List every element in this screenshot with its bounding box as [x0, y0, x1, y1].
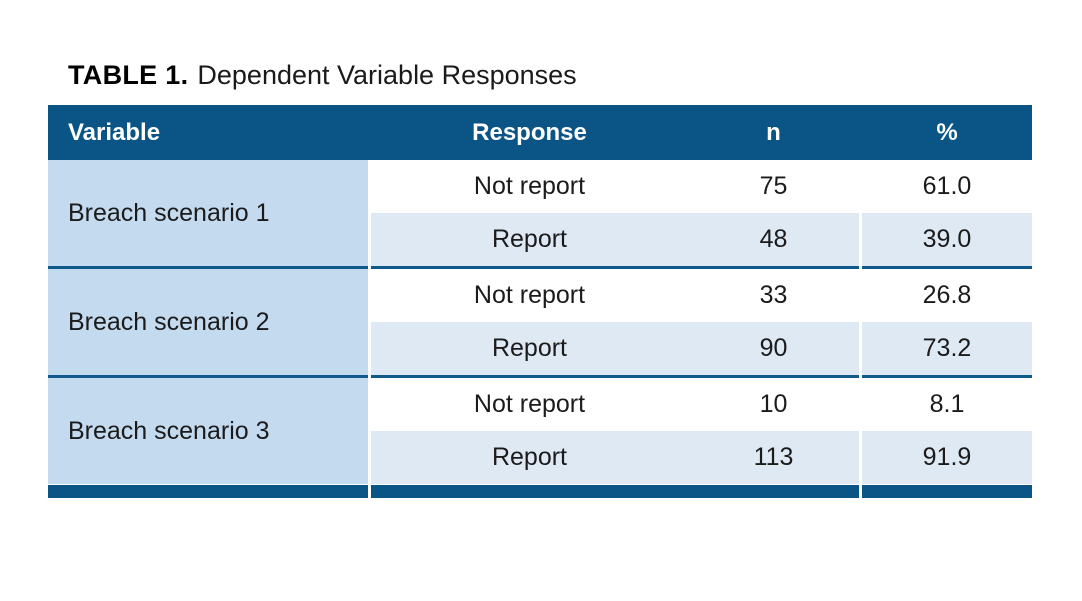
percent-cell: 26.8	[862, 269, 1032, 322]
n-cell: 33	[688, 269, 859, 322]
percent-cell: 39.0	[862, 213, 1032, 266]
table-title-label: TABLE 1.	[68, 60, 189, 90]
response-cell: Report	[371, 213, 688, 266]
response-cell: Not report	[371, 269, 688, 322]
table-header-row: Variable Response n %	[48, 105, 1032, 160]
n-cell: 75	[688, 160, 859, 213]
response-cell: Not report	[371, 378, 688, 431]
table-group-breach-scenario-2: Breach scenario 2 Not report 33 26.8 Rep…	[48, 269, 1032, 375]
table-bottom-rule	[48, 485, 1032, 498]
group-separator	[48, 375, 1032, 378]
percent-cell: 8.1	[862, 378, 1032, 431]
response-cell: Not report	[371, 160, 688, 213]
n-cell: 113	[688, 431, 859, 484]
column-header-variable: Variable	[68, 118, 161, 146]
variable-cell: Breach scenario 3	[48, 378, 368, 484]
data-table: Variable Response n % Breach scenario 1 …	[48, 105, 1032, 498]
table-title-text: Dependent Variable Responses	[197, 60, 577, 90]
column-header-n: n	[766, 118, 781, 146]
n-cell: 10	[688, 378, 859, 431]
table-group-breach-scenario-1: Breach scenario 1 Not report 75 61.0 Rep…	[48, 160, 1032, 266]
group-separator	[48, 266, 1032, 269]
n-cell: 90	[688, 322, 859, 375]
variable-cell: Breach scenario 2	[48, 269, 368, 375]
n-cell: 48	[688, 213, 859, 266]
response-cell: Report	[371, 431, 688, 484]
response-cell: Report	[371, 322, 688, 375]
table-group-breach-scenario-3: Breach scenario 3 Not report 10 8.1 Repo…	[48, 378, 1032, 484]
table-title: TABLE 1. Dependent Variable Responses	[68, 60, 577, 91]
column-header-response: Response	[472, 118, 587, 146]
variable-cell: Breach scenario 1	[48, 160, 368, 266]
percent-cell: 61.0	[862, 160, 1032, 213]
column-header-percent: %	[936, 118, 958, 146]
percent-cell: 73.2	[862, 322, 1032, 375]
percent-cell: 91.9	[862, 431, 1032, 484]
